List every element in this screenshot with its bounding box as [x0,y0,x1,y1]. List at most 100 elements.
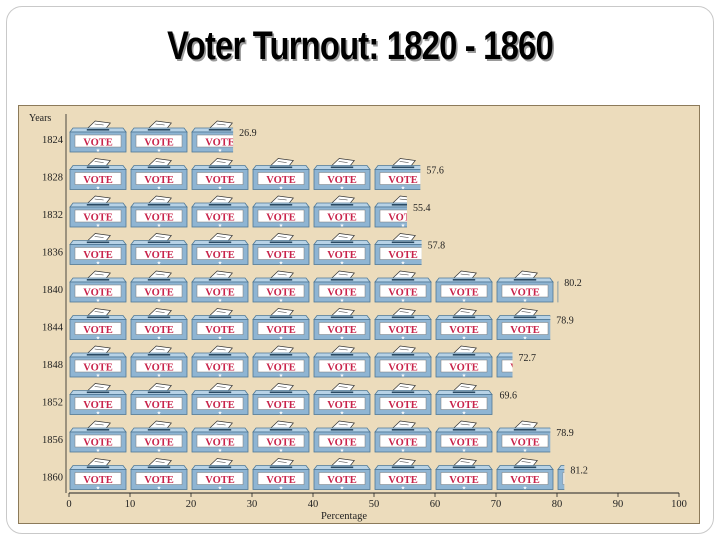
svg-text:★: ★ [157,186,162,192]
vote-label: VOTE [83,175,113,186]
y-tick-label: 1848 [42,360,63,371]
svg-text:★: ★ [584,486,589,492]
ballot-box-icon: VOTE★ [69,195,127,229]
svg-text:★: ★ [401,373,406,379]
data-label: 81.2 [570,466,588,477]
svg-text:★: ★ [157,448,162,454]
ballot-box-icon: VOTE★ [496,458,554,492]
vote-label: VOTE [205,288,235,299]
svg-text:★: ★ [340,223,345,229]
chart-panel: Years 1824 VOTE ★ VOTE ★ VOTE ★ 26.9 1828 VOTE ★ VOT… [18,105,700,524]
ballot-box-icon: VOTE★ [130,345,188,379]
svg-text:★: ★ [401,261,406,267]
svg-text:★: ★ [401,411,406,417]
vote-label: VOTE [205,438,235,449]
vote-label: VOTE [327,400,357,411]
vote-label: VOTE [205,138,235,149]
bar-mark: VOTE★VOTE★VOTE★VOTE★VOTE★VOTE★VOTE★VOTE★ [69,308,551,342]
ballot-box-icon: VOTE★ [557,281,601,303]
svg-text:★: ★ [218,223,223,229]
svg-text:★: ★ [96,448,101,454]
ballot-box-icon: VOTE★ [252,308,310,342]
svg-text:★: ★ [401,448,406,454]
vote-label: VOTE [449,475,479,486]
vote-label: VOTE [571,288,601,299]
x-tick-label: 0 [66,499,71,510]
svg-text:★: ★ [218,373,223,379]
svg-text:★: ★ [401,486,406,492]
svg-text:★: ★ [340,336,345,342]
svg-text:★: ★ [157,148,162,154]
svg-text:★: ★ [279,411,284,417]
svg-text:★: ★ [218,261,223,267]
ballot-box-icon: VOTE★ [374,270,432,304]
ballot-box-icon: VOTE★ [130,420,188,454]
y-tick-label: 1840 [42,285,63,296]
ballot-box-icon: VOTE★ [191,458,249,492]
vote-label: VOTE [144,475,174,486]
svg-text:★: ★ [279,336,284,342]
ballot-box-icon: VOTE★ [435,345,493,379]
bar-mark: VOTE★VOTE★VOTE★VOTE★VOTE★VOTE★ [69,158,421,192]
vote-label: VOTE [327,475,357,486]
bar-row-1852: 1852 VOTE★VOTE★VOTE★VOTE★VOTE★VOTE★VOTE★6… [42,383,518,417]
ballot-box-icon: VOTE★ [130,308,188,342]
vote-label: VOTE [144,175,174,186]
bar-mark: VOTE★VOTE★VOTE★VOTE★VOTE★VOTE★VOTE★VOTE★… [69,270,601,304]
svg-text:★: ★ [279,298,284,304]
ballot-box-icon: VOTE★ [130,195,188,229]
y-tick-label: 1824 [42,135,64,146]
vote-label: VOTE [266,288,296,299]
svg-text:★: ★ [96,148,101,154]
svg-text:★: ★ [157,298,162,304]
vote-label: VOTE [327,325,357,336]
svg-text:★: ★ [96,373,101,379]
ballot-box-icon: VOTE★ [130,233,188,267]
svg-text:★: ★ [96,298,101,304]
ballot-box-icon: VOTE★ [130,120,188,154]
y-tick-label: 1844 [42,323,64,334]
vote-label: VOTE [388,288,418,299]
vote-label: VOTE [83,325,113,336]
data-label: 69.6 [500,391,518,402]
vote-label: VOTE [388,250,418,261]
svg-text:★: ★ [96,411,101,417]
x-tick-label: 20 [186,499,197,510]
data-label: 57.6 [426,166,444,177]
ballot-box-icon: VOTE★ [191,233,249,267]
svg-text:★: ★ [218,486,223,492]
ballot-box-icon: VOTE★ [313,270,371,304]
bar-row-1860: 1860 VOTE★VOTE★VOTE★VOTE★VOTE★VOTE★VOTE★V… [42,458,589,492]
vote-label: VOTE [144,213,174,224]
ballot-box-icon: VOTE★ [374,420,432,454]
ballot-box-icon: VOTE★ [252,195,310,229]
vote-label: VOTE [144,400,174,411]
ballot-box-icon: VOTE★ [374,383,432,417]
ballot-box-icon: VOTE★ [69,458,127,492]
y-tick-label: 1856 [42,435,63,446]
vote-label: VOTE [83,288,113,299]
bar-row-1856: 1856 VOTE★VOTE★VOTE★VOTE★VOTE★VOTE★VOTE★V… [42,420,574,454]
y-tick-label: 1832 [42,210,63,221]
vote-label: VOTE [83,363,113,374]
ballot-box-icon: VOTE★ [191,345,249,379]
vote-label: VOTE [83,400,113,411]
y-tick-label: 1828 [42,173,63,184]
svg-text:★: ★ [279,261,284,267]
vote-label: VOTE [327,250,357,261]
bar-mark: VOTE★VOTE★VOTE★VOTE★VOTE★VOTE★ [69,233,422,267]
vote-label: VOTE [205,400,235,411]
vote-label: VOTE [510,325,540,336]
vote-label: VOTE [510,475,540,486]
ballot-box-icon: VOTE★ [374,195,407,229]
ballot-box-icon: VOTE★ [435,383,493,417]
vote-label: VOTE [205,363,235,374]
svg-text:★: ★ [523,336,528,342]
ballot-box-icon: VOTE★ [191,195,249,229]
vote-label: VOTE [327,363,357,374]
vote-label: VOTE [205,475,235,486]
bar-mark: VOTE★VOTE★VOTE★VOTE★VOTE★VOTE★VOTE★ [69,383,493,417]
svg-text:★: ★ [279,186,284,192]
svg-text:★: ★ [157,373,162,379]
